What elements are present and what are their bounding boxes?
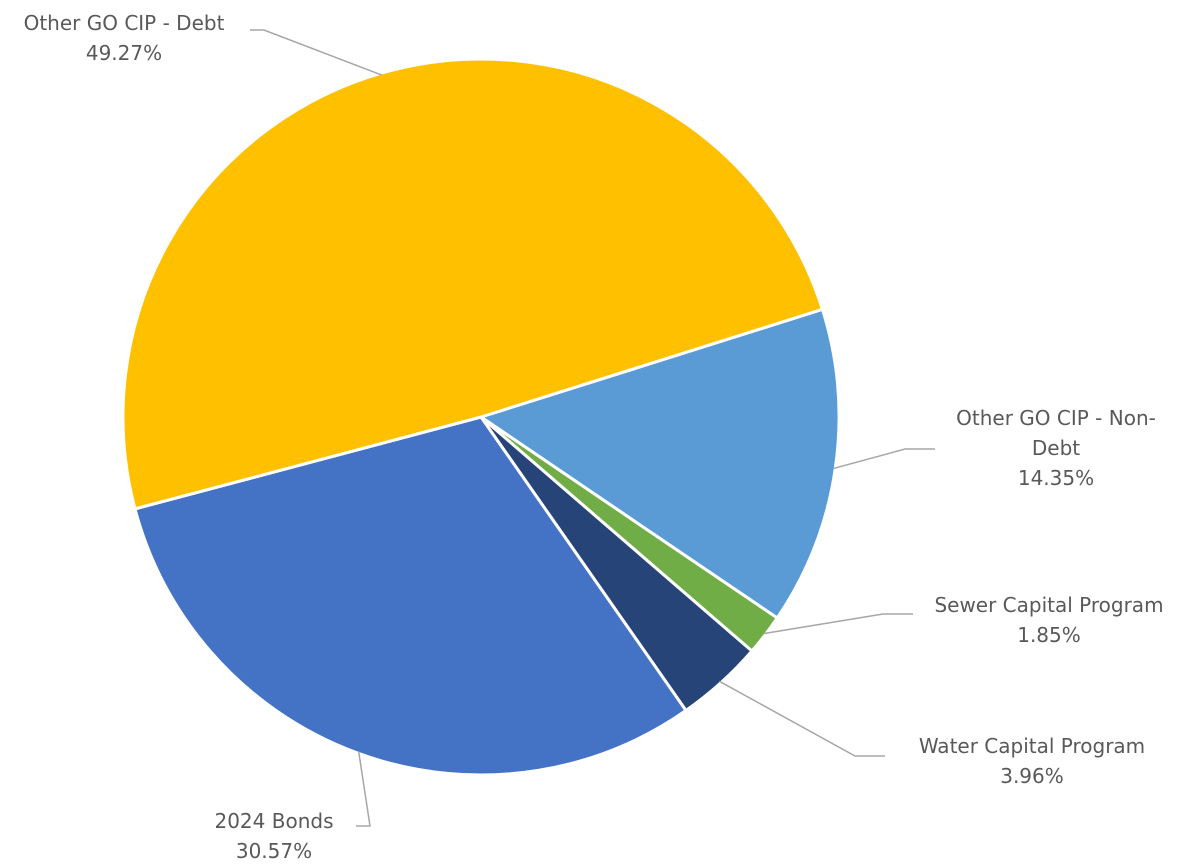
leader-line (763, 613, 913, 635)
leader-line (356, 751, 371, 827)
data-label-percent: 1.85% (1017, 623, 1081, 647)
data-label: Water Capital Program 3.96% (897, 731, 1167, 791)
pie-slice-other-go-cip-debt (121, 57, 824, 511)
data-label: Sewer Capital Program 1.85% (914, 590, 1184, 650)
pie-slice-other-go-cip-non-debt (479, 307, 841, 620)
data-label-category: Sewer Capital Program (934, 593, 1164, 617)
pie-slice-2024-bonds (133, 415, 688, 777)
data-label-percent: 14.35% (1017, 466, 1095, 490)
data-label: Other GO CIP - Non- Debt 14.35% (936, 403, 1176, 493)
leader-line (833, 448, 935, 470)
leader-line (719, 680, 885, 757)
data-label-category: Other GO CIP - Debt (23, 11, 225, 35)
data-label-percent: 30.57% (235, 839, 313, 863)
data-label-category: 2024 Bonds (214, 809, 334, 833)
data-label: 2024 Bonds 30.57% (174, 806, 374, 866)
data-label: Other GO CIP - Debt 49.27% (0, 8, 254, 68)
data-label-category: Debt (1031, 436, 1081, 460)
leader-line (250, 29, 383, 76)
data-label-category: Other GO CIP - Non- (956, 406, 1156, 430)
data-label-percent: 49.27% (85, 41, 163, 65)
data-label-percent: 3.96% (1000, 764, 1064, 788)
data-label-category: Water Capital Program (918, 734, 1146, 758)
